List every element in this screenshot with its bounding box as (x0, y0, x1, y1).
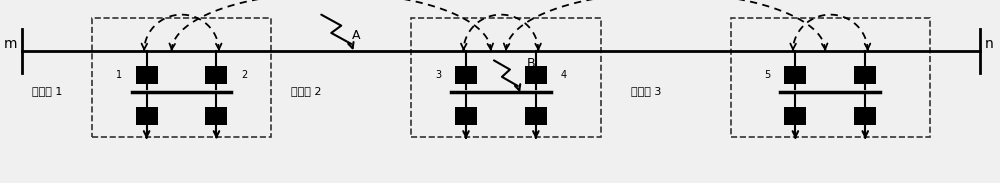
Text: A: A (352, 29, 360, 42)
FancyBboxPatch shape (854, 66, 876, 84)
Text: B: B (527, 57, 535, 70)
FancyBboxPatch shape (455, 107, 477, 125)
Text: 3: 3 (435, 70, 441, 80)
Text: 2: 2 (241, 70, 248, 80)
FancyBboxPatch shape (525, 107, 547, 125)
Bar (411, 18, 601, 137)
FancyBboxPatch shape (205, 66, 227, 84)
Text: 环网柜 3: 环网柜 3 (631, 87, 661, 96)
Text: 4: 4 (561, 70, 567, 80)
Text: 环网柜 1: 环网柜 1 (32, 87, 62, 96)
FancyBboxPatch shape (854, 107, 876, 125)
Bar (731, 18, 930, 137)
FancyBboxPatch shape (784, 66, 806, 84)
Text: m: m (3, 37, 17, 51)
Text: 环网柜 2: 环网柜 2 (291, 87, 322, 96)
Text: 1: 1 (116, 70, 122, 80)
FancyBboxPatch shape (136, 107, 158, 125)
FancyBboxPatch shape (205, 107, 227, 125)
Text: n: n (985, 37, 994, 51)
Text: 5: 5 (764, 70, 770, 80)
FancyBboxPatch shape (455, 66, 477, 84)
FancyBboxPatch shape (525, 66, 547, 84)
Bar (92, 18, 271, 137)
FancyBboxPatch shape (784, 107, 806, 125)
FancyBboxPatch shape (136, 66, 158, 84)
